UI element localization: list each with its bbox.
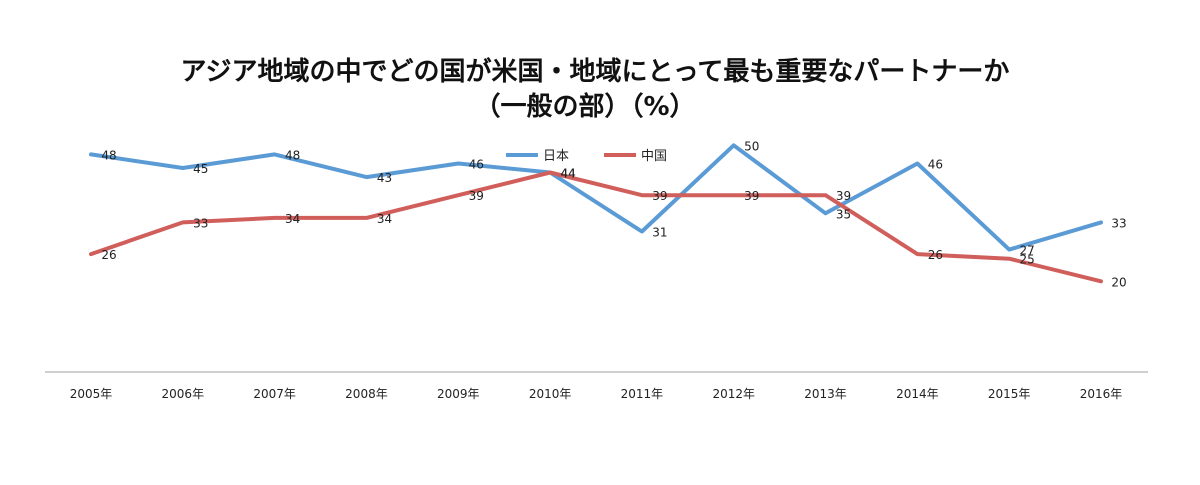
data-label-japan: 43 [377, 171, 392, 185]
data-label-china: 44 [560, 167, 575, 181]
x-tick-label: 2007年 [253, 387, 296, 401]
data-label-china: 39 [469, 189, 484, 203]
data-label-japan: 48 [101, 148, 116, 162]
data-label-japan: 35 [836, 207, 851, 221]
data-label-japan: 44 [560, 167, 575, 181]
x-tick-label: 2012年 [712, 387, 755, 401]
data-label-japan: 27 [1020, 244, 1035, 258]
data-label-china: 26 [928, 248, 943, 262]
x-tick-label: 2014年 [896, 387, 939, 401]
series-line-china [89, 170, 1103, 284]
data-label-japan: 33 [1111, 216, 1126, 230]
chart-subtitle: （一般の部）（%） [474, 92, 695, 122]
chart-title: アジア地域の中でどの国が米国・地域にとって最も重要なパートナーか [181, 56, 1010, 87]
x-tick-label: 2008年 [345, 387, 388, 401]
data-label-china: 20 [1111, 275, 1126, 289]
series-line-japan [89, 143, 1103, 252]
data-label-japan: 48 [285, 148, 300, 162]
x-axis-tick-labels: 2005年 2006年 2007年 2008年 2009年 2010年 2011年 2012年… [70, 387, 1123, 401]
legend-label-china: 中国 [641, 149, 667, 164]
legend-label-japan: 日本 [543, 149, 569, 164]
data-label-japan: 46 [928, 157, 943, 171]
x-tick-label: 2015年 [988, 387, 1031, 401]
x-tick-label: 2010年 [529, 387, 572, 401]
data-label-china: 39 [836, 189, 851, 203]
x-tick-label: 2009年 [437, 387, 480, 401]
legend: 日本 中国 [506, 149, 667, 164]
x-tick-label: 2006年 [162, 387, 205, 401]
data-label-china: 25 [1020, 253, 1035, 267]
data-label-japan: 46 [469, 157, 484, 171]
data-label-china: 26 [101, 248, 116, 262]
data-label-china: 33 [193, 216, 208, 230]
x-tick-label: 2013年 [804, 387, 847, 401]
data-label-china: 39 [652, 189, 667, 203]
x-tick-label: 2005年 [70, 387, 113, 401]
data-label-china: 34 [285, 212, 300, 226]
x-tick-label: 2011年 [621, 387, 664, 401]
data-label-china: 39 [744, 189, 759, 203]
data-label-japan: 45 [193, 162, 208, 176]
data-label-japan: 31 [652, 225, 667, 239]
x-tick-label: 2016年 [1080, 387, 1123, 401]
series-lines [89, 143, 1103, 284]
data-label-japan: 50 [744, 139, 759, 153]
data-label-china: 34 [377, 212, 392, 226]
